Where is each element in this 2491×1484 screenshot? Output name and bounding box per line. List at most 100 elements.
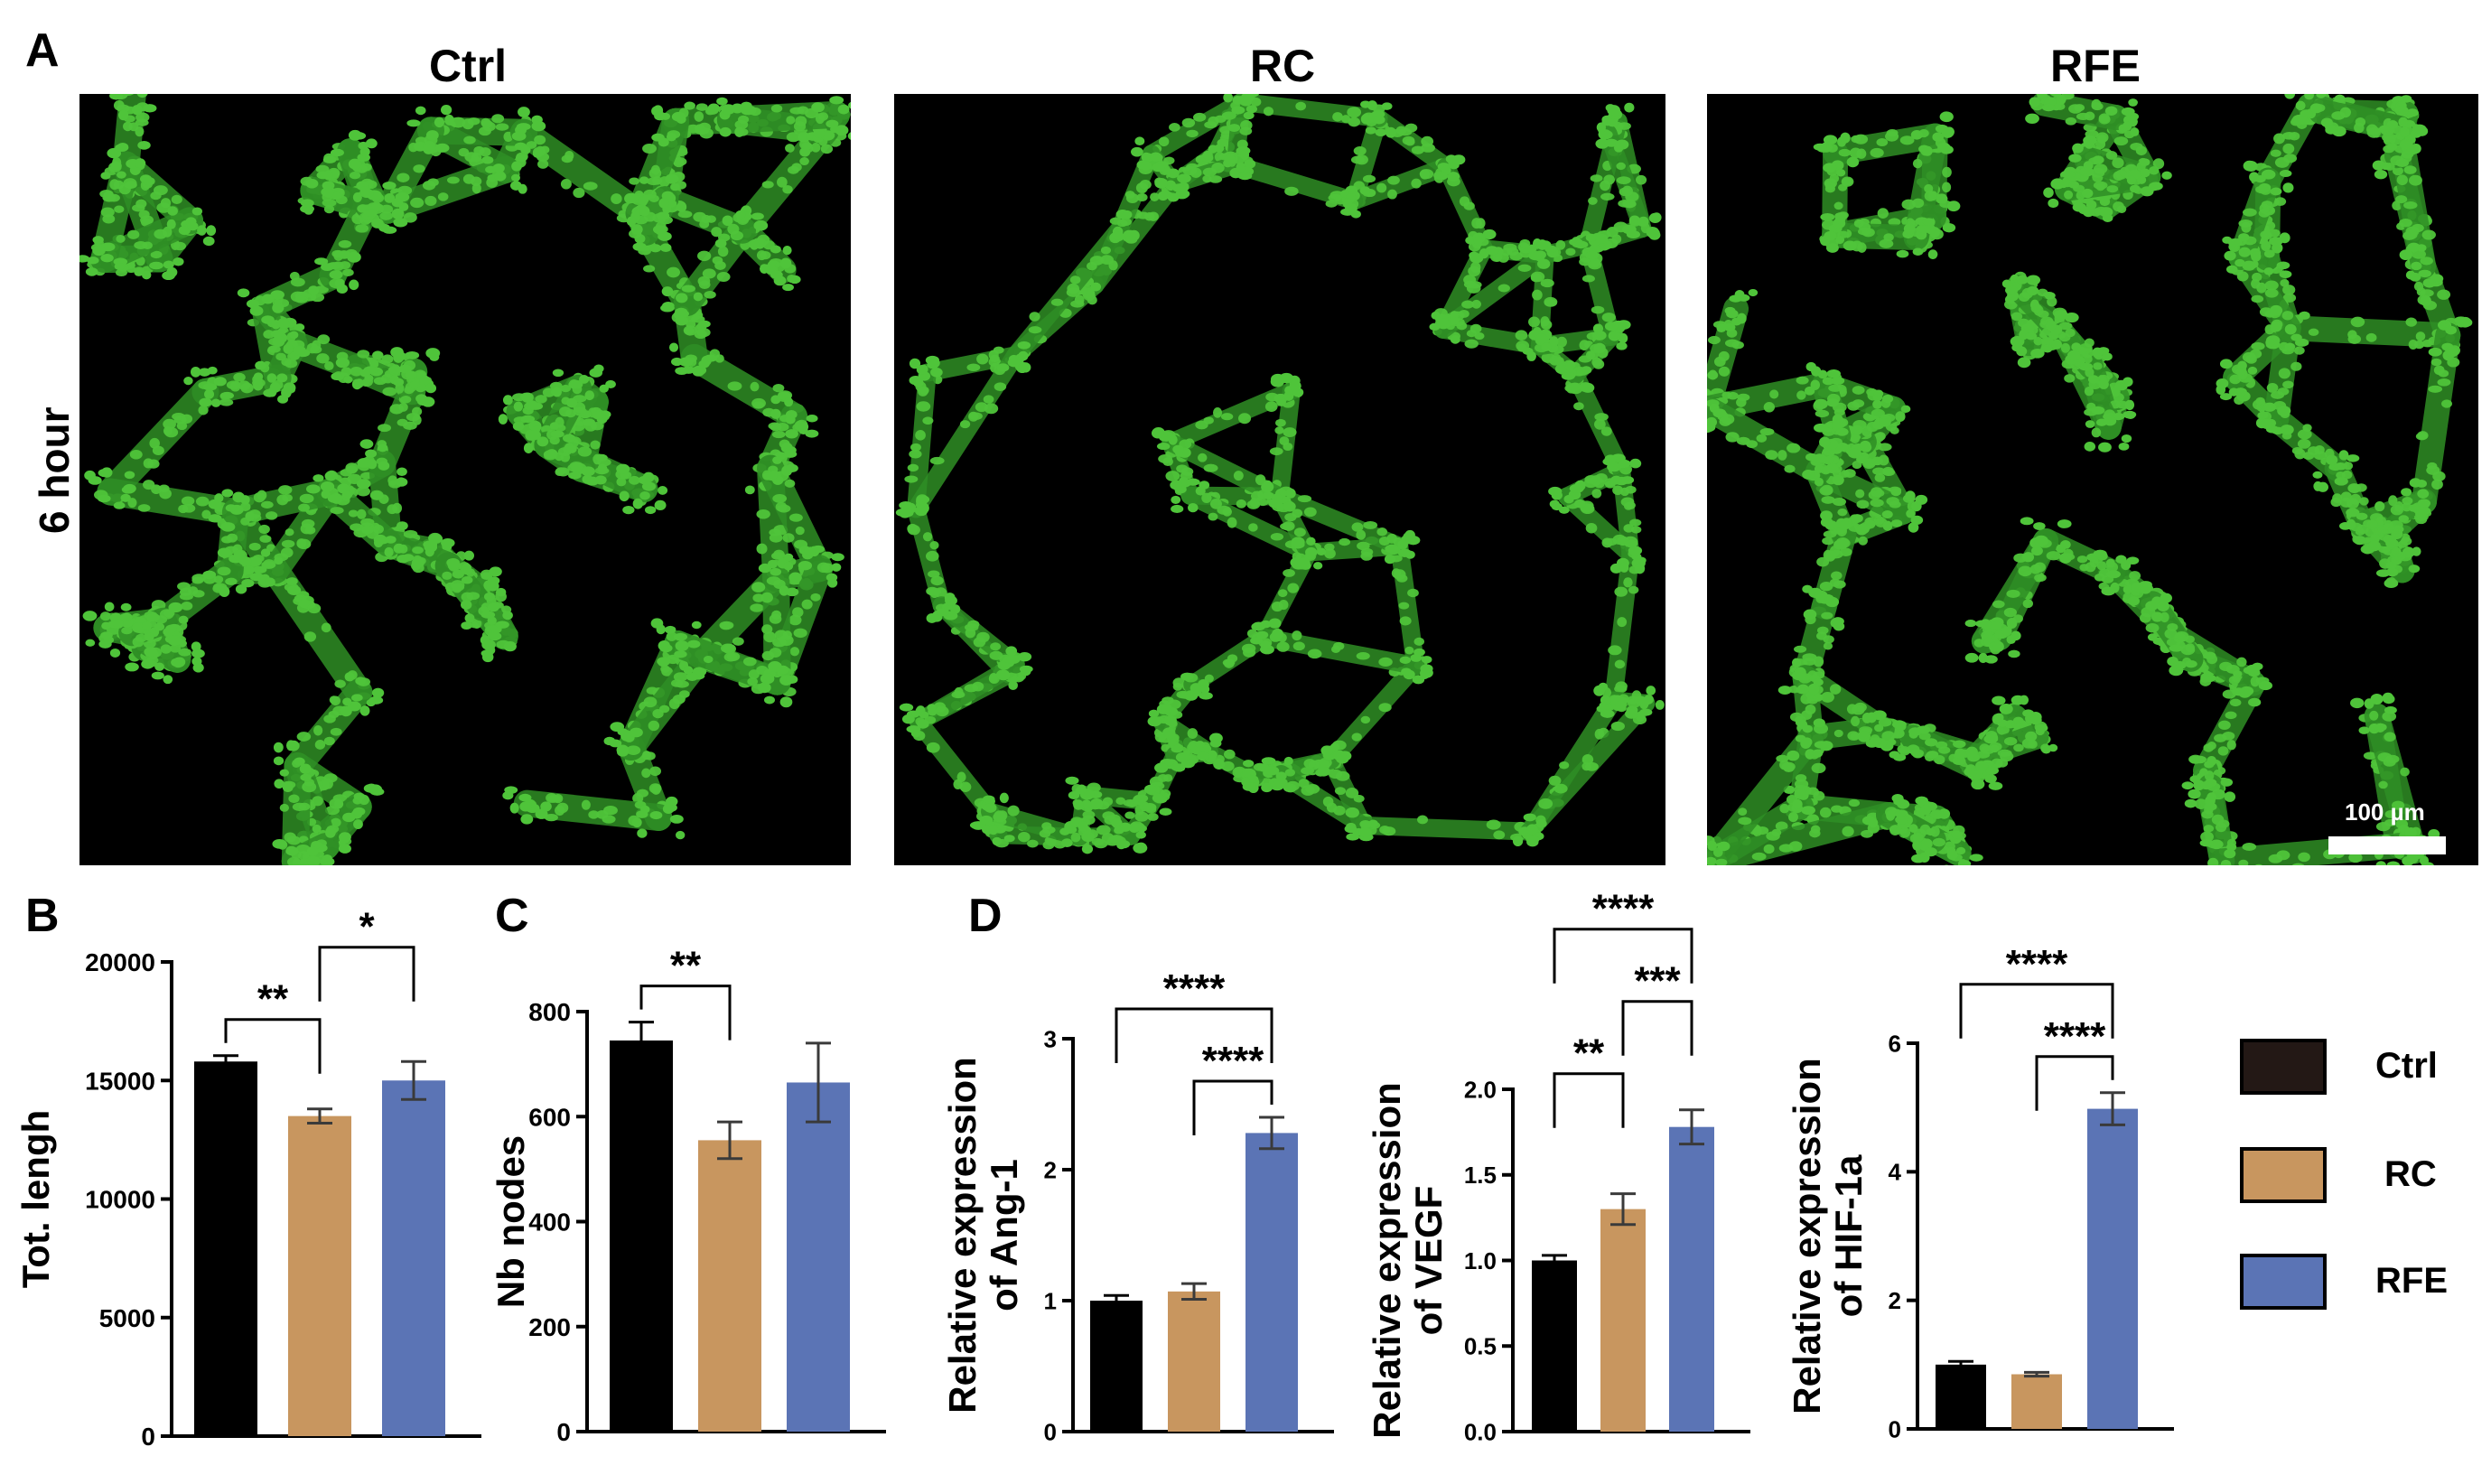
error-bar <box>1259 1115 1284 1151</box>
column-title-rfe: RFE <box>2050 41 2141 91</box>
micrograph-ctrl <box>79 94 851 865</box>
bar-rc <box>1600 1209 1646 1432</box>
y-tick-label: 0.0 <box>1464 1418 1497 1445</box>
bar-ctrl <box>194 1061 257 1436</box>
significance-label: **** <box>1163 966 1226 1011</box>
bar-ctrl <box>610 1040 673 1432</box>
bar-rfe <box>787 1082 850 1432</box>
y-axis-label: Tot. lengh <box>14 1110 57 1289</box>
significance-label: **** <box>2006 942 2068 986</box>
significance-label: ** <box>1573 1031 1605 1076</box>
y-tick-label: 200 <box>528 1313 571 1341</box>
cell-network <box>79 94 851 865</box>
legend-label-ctrl: Ctrl <box>2375 1046 2438 1086</box>
significance-label: * <box>359 905 375 949</box>
legend-item-ctrl <box>2240 1039 2327 1095</box>
panel-letter-b: B <box>25 890 60 942</box>
significance-bracket <box>1115 1007 1273 1063</box>
y-tick-label: 15000 <box>85 1067 155 1095</box>
significance-bracket <box>1553 1072 1625 1128</box>
significance-label: ** <box>670 944 702 988</box>
y-tick-label: 20000 <box>85 948 155 976</box>
legend-label-rfe: RFE <box>2375 1261 2448 1301</box>
chart-ang1: 0 1 2 3 Relative expression of Ang-1 **** **** <box>941 966 1334 1445</box>
chart-hif1a: 0 2 4 6 Relative expression of HIF-1a **** **** <box>1786 942 2174 1442</box>
legend-label-rc: RC <box>2384 1154 2437 1194</box>
row-label-time: 6 hour <box>31 406 78 534</box>
y-tick-label: 0.5 <box>1464 1333 1497 1360</box>
error-bar <box>1104 1293 1129 1308</box>
y-axis-label: Relative expression <box>1786 1058 1828 1414</box>
bar-rfe <box>1246 1133 1298 1432</box>
legend-swatch-ctrl <box>2240 1039 2327 1095</box>
panel-letter-a: A <box>25 24 60 77</box>
panel-letter-c: C <box>495 890 529 942</box>
legend-item-rfe <box>2240 1254 2327 1310</box>
significance-bracket <box>318 946 415 1002</box>
micrograph-rc <box>894 94 1665 865</box>
y-tick-label: 600 <box>528 1103 571 1131</box>
chart-nb-nodes: 0 200 400 600 800 Nb nodes ** <box>490 944 886 1446</box>
significance-label: **** <box>1592 887 1655 931</box>
y-axis-label: Nb nodes <box>490 1135 532 1308</box>
significance-bracket <box>639 985 732 1041</box>
legend: Ctrl RC RFE <box>2240 1030 2475 1337</box>
y-tick-label: 0 <box>1044 1418 1057 1445</box>
bar-rc <box>288 1115 351 1436</box>
panel-letter-d: D <box>968 890 1003 942</box>
error-bar <box>401 1059 426 1101</box>
significance-bracket <box>1553 928 1693 984</box>
y-tick-label: 10000 <box>85 1186 155 1214</box>
y-tick-label: 800 <box>528 998 571 1026</box>
error-bar <box>1542 1254 1567 1267</box>
error-bar <box>213 1054 238 1069</box>
cell-network <box>895 94 1665 854</box>
significance-bracket <box>1192 1079 1273 1135</box>
micrograph-rfe <box>1707 94 2478 865</box>
y-tick-label: 2 <box>1889 1287 1901 1314</box>
bar-rfe <box>382 1080 445 1436</box>
y-tick-label: 400 <box>528 1209 571 1237</box>
bar-ctrl <box>1090 1301 1143 1432</box>
column-title-ctrl: Ctrl <box>428 41 508 91</box>
y-tick-label: 6 <box>1889 1030 1901 1057</box>
y-tick-label: 1.5 <box>1464 1162 1497 1189</box>
error-bar <box>307 1107 332 1125</box>
error-bar <box>1948 1359 1973 1369</box>
y-tick-label: 1.0 <box>1464 1247 1497 1274</box>
bar-rc <box>698 1140 761 1432</box>
error-bar <box>2024 1370 2049 1378</box>
significance-bracket <box>1959 983 2114 1039</box>
y-tick-label: 0 <box>141 1423 155 1451</box>
error-bar <box>1181 1282 1207 1302</box>
bar-ctrl <box>1532 1260 1577 1432</box>
significance-label: **** <box>2044 1014 2106 1059</box>
y-tick-label: 5000 <box>99 1304 155 1332</box>
significance-bracket <box>2035 1055 2114 1111</box>
y-axis-label: of VEGF <box>1407 1186 1450 1336</box>
legend-item-rc <box>2240 1147 2327 1203</box>
y-tick-label: 2 <box>1044 1156 1057 1183</box>
y-axis-label: of Ang-1 <box>983 1159 1025 1311</box>
significance-bracket <box>1621 1000 1693 1056</box>
error-bar <box>1610 1192 1636 1227</box>
bar-rc <box>1168 1291 1220 1432</box>
significance-bracket <box>224 1018 322 1074</box>
bar-rfe <box>2087 1108 2138 1429</box>
significance-label: *** <box>1634 959 1681 1003</box>
y-axis-label: Relative expression <box>941 1057 984 1414</box>
cell-network <box>1707 94 2473 865</box>
y-tick-label: 0 <box>556 1418 571 1446</box>
legend-swatch-rfe <box>2240 1254 2327 1310</box>
column-title-rc: RC <box>1249 41 1316 91</box>
bar-rfe <box>1669 1126 1714 1432</box>
error-bar <box>717 1120 742 1161</box>
scale-bar-label: 100 µm <box>2345 798 2425 826</box>
bar-ctrl <box>1936 1364 1986 1429</box>
error-bar <box>1679 1108 1704 1146</box>
y-tick-label: 3 <box>1044 1025 1057 1052</box>
significance-label: **** <box>1202 1039 1264 1083</box>
error-bar <box>629 1021 654 1060</box>
y-axis-label: Relative expression <box>1366 1082 1408 1439</box>
